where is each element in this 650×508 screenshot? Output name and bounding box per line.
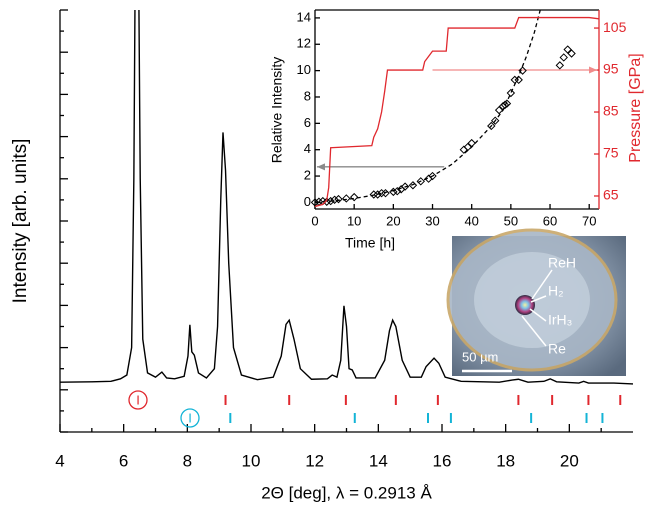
data-point bbox=[334, 194, 343, 204]
y-tick-label: 14 bbox=[297, 9, 311, 24]
pointer bbox=[521, 315, 547, 347]
phase-marker bbox=[180, 408, 200, 428]
y2-tick-label: 105 bbox=[603, 19, 627, 35]
image-label: ReH bbox=[548, 255, 576, 271]
scale-bar-label: 50 µm bbox=[462, 349, 498, 364]
x-tick-label: 40 bbox=[464, 213, 478, 228]
data-point bbox=[518, 66, 527, 75]
data-point bbox=[349, 192, 359, 202]
inset-chart: 0 10 20 30 40 50 60 70 0 2 4 6 8 10 12 14 65 75 85 95 105 Tim… bbox=[269, 9, 645, 250]
y2-tick-label: 75 bbox=[603, 145, 619, 161]
data-point bbox=[400, 182, 410, 191]
data-point bbox=[555, 61, 565, 70]
y-tick-label: 8 bbox=[304, 88, 311, 103]
data-point bbox=[567, 49, 576, 58]
data-point bbox=[326, 196, 335, 206]
y2-tick-label: 95 bbox=[603, 61, 619, 77]
data-point bbox=[494, 105, 504, 115]
y-tick-label: 10 bbox=[297, 62, 311, 77]
x-tick-label: 50 bbox=[504, 213, 518, 228]
x-tick-label: 18 bbox=[496, 451, 515, 470]
y-tick-label: 4 bbox=[304, 141, 311, 156]
y2-tick-label: 65 bbox=[603, 187, 619, 203]
pressure-line bbox=[315, 16, 599, 208]
data-point bbox=[393, 187, 402, 196]
x-tick-label: 12 bbox=[305, 451, 324, 470]
x-axis-label: Time [h] bbox=[345, 235, 395, 251]
pointer bbox=[529, 308, 547, 322]
x-tick-label: 10 bbox=[242, 451, 261, 470]
data-point bbox=[490, 116, 500, 125]
x-tick-label: 20 bbox=[560, 451, 579, 470]
data-point bbox=[408, 181, 418, 190]
image-label: H₂ bbox=[548, 283, 564, 299]
x-tick-label: 16 bbox=[433, 451, 452, 470]
data-point bbox=[377, 188, 386, 198]
y-axis-label: Intensity [arb. units] bbox=[10, 139, 31, 304]
x-tick-label: 20 bbox=[386, 213, 400, 228]
data-point bbox=[559, 53, 568, 62]
y-tick-label: 12 bbox=[297, 36, 311, 51]
diffraction-pattern bbox=[60, 10, 633, 385]
data-point bbox=[502, 99, 512, 108]
data-point bbox=[563, 45, 572, 54]
data-point bbox=[322, 197, 331, 206]
x-tick-label: 30 bbox=[425, 213, 439, 228]
data-point bbox=[416, 177, 425, 186]
y-tick-label: 6 bbox=[304, 115, 311, 130]
x-axis-label: 2Θ [deg], λ = 0.2913 Å bbox=[261, 483, 432, 502]
x-tick-label: 4 bbox=[55, 451, 64, 470]
x-tick-label: 60 bbox=[543, 213, 557, 228]
arrow-head bbox=[589, 66, 598, 74]
phase-label: I bbox=[188, 410, 192, 425]
x-tick-label: 0 bbox=[311, 213, 318, 228]
inset-background bbox=[315, 10, 599, 209]
image-label: Re bbox=[548, 341, 566, 357]
y-axis-label: Relative Intensity bbox=[269, 57, 285, 164]
data-point bbox=[500, 100, 510, 110]
fit-curve bbox=[315, 10, 541, 204]
data-point bbox=[487, 121, 496, 131]
data-point bbox=[514, 75, 523, 85]
phase-label: I bbox=[136, 392, 140, 407]
phase-marker bbox=[128, 390, 148, 410]
micrograph: ReH H₂ IrH₃ Re 50 µm bbox=[446, 228, 626, 376]
x-tick-label: 70 bbox=[582, 213, 596, 228]
data-point bbox=[330, 195, 339, 204]
data-point bbox=[506, 88, 516, 98]
y-tick-label: 2 bbox=[304, 167, 311, 182]
y2-tick-label: 85 bbox=[603, 103, 619, 119]
x-tick-label: 8 bbox=[183, 451, 192, 470]
data-point bbox=[369, 190, 378, 199]
pointer bbox=[530, 295, 547, 303]
image-label: IrH₃ bbox=[548, 312, 572, 328]
data-point bbox=[342, 194, 351, 203]
data-point bbox=[428, 171, 437, 181]
y-tick-label: 0 bbox=[304, 194, 311, 209]
x-tick-label: 14 bbox=[369, 451, 388, 470]
x-tick-label: 6 bbox=[119, 451, 128, 470]
x-tick-label: 10 bbox=[347, 213, 361, 228]
sample-spot bbox=[515, 295, 535, 315]
pointer bbox=[531, 269, 553, 300]
y2-axis-label: Pressure [GPa] bbox=[627, 53, 644, 162]
arrow-head bbox=[316, 163, 325, 171]
